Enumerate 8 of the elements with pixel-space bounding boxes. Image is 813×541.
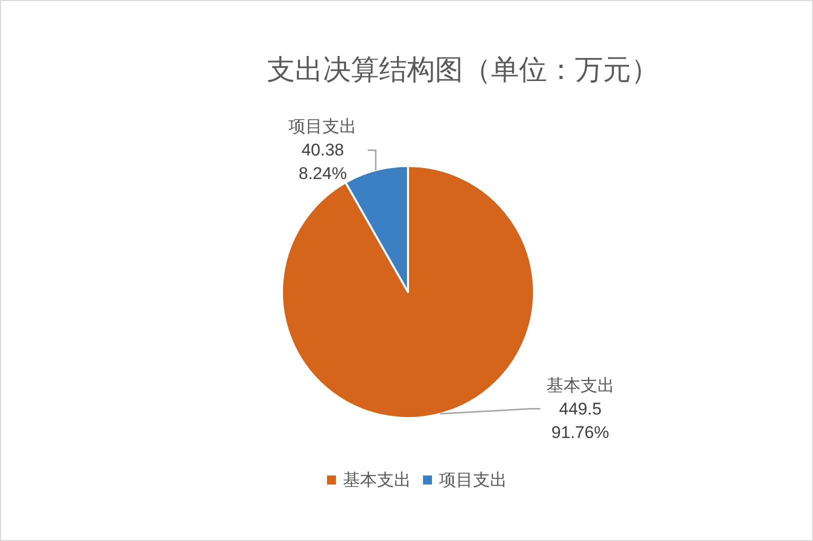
slice-label: 项目支出 xyxy=(288,117,357,136)
pie-slice xyxy=(281,165,535,419)
slice-label: 基本支出 xyxy=(546,376,614,395)
data-label: 449.5 91.76% xyxy=(551,399,610,442)
data-label: 40.38 8.24% xyxy=(298,140,347,184)
chart-title: 支出决算结构图（单位：万元） xyxy=(267,55,659,86)
legend-label: 项目支出 xyxy=(439,470,507,490)
legend-label: 基本支出 xyxy=(343,470,411,490)
